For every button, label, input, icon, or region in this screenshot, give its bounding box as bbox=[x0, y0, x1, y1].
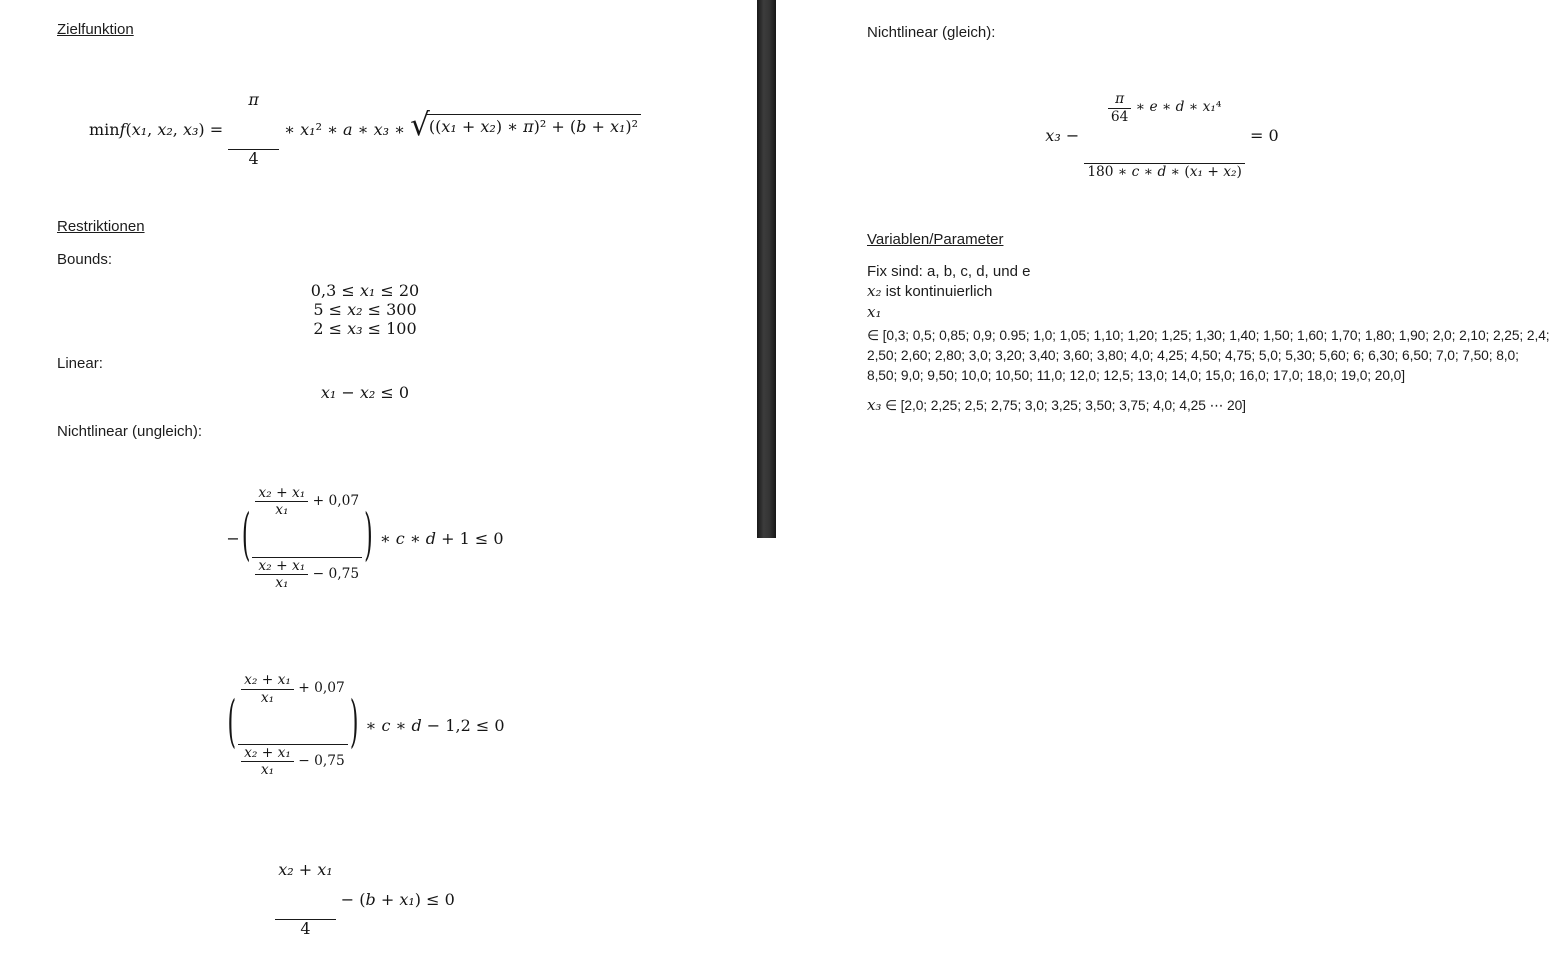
heading-restriktionen: Restriktionen bbox=[57, 217, 145, 235]
x1-domain-line-3: 8,50; 9,0; 9,50; 10,0; 10,50; 11,0; 12,0… bbox=[867, 367, 1405, 383]
x1-variable-line: x₁ bbox=[867, 302, 882, 321]
linear-constraint-formula: x₁ − x₂ ≤ 0 bbox=[0, 383, 730, 402]
bounds-label: Bounds: bbox=[57, 250, 113, 268]
nl2-suffix: ∗ c ∗ d − 1,2 ≤ 0 bbox=[360, 715, 505, 735]
nl2-inner-fraction-top: x₂ + x₁ x₁ bbox=[241, 672, 294, 706]
page-left: Zielfunktion minf(x₁, x₂, x₃) = π 4 ∗ x₁… bbox=[0, 0, 757, 938]
bound-line-x3: 2 ≤ x₃ ≤ 100 bbox=[313, 318, 417, 338]
equality-rhs: = 0 bbox=[1244, 126, 1279, 146]
nl3-fraction: x₂ + x₁ 4 bbox=[275, 823, 336, 977]
nonlinear-equality-formula: x₃ − π 64 ∗ e ∗ d ∗ x₁⁴ 180 ∗ c ∗ d ∗ (x₁… bbox=[867, 53, 1457, 219]
square-root: √ ((x₁ + x₂) ∗ π)² + (b + x₁)² bbox=[410, 110, 642, 145]
bounds-stack: 0,3 ≤ x₁ ≤ 20 5 ≤ x₂ ≤ 300 2 ≤ x₃ ≤ 100 bbox=[311, 281, 419, 338]
nl1-big-denominator: x₂ + x₁ x₁ − 0,75 bbox=[252, 557, 363, 591]
bound-line-x2: 5 ≤ x₂ ≤ 300 bbox=[313, 299, 417, 319]
objective-formula: minf(x₁, x₂, x₃) = π 4 ∗ x₁² ∗ a ∗ x₃ ∗ … bbox=[0, 53, 730, 207]
nl1-inner-fraction-top: x₂ + x₁ x₁ bbox=[255, 485, 309, 518]
nonlinear-inequality-label: Nichtlinear (ungleich): bbox=[57, 422, 203, 440]
fraction-numerator: π bbox=[248, 90, 259, 110]
nl2-inner-fraction-bottom: x₂ + x₁ x₁ bbox=[241, 745, 294, 778]
x2-continuous-line: x₂ ist kontinuierlich bbox=[867, 281, 993, 300]
nl1-inner-fraction-bottom: x₂ + x₁ x₁ bbox=[255, 558, 309, 591]
equality-big-fraction: π 64 ∗ e ∗ d ∗ x₁⁴ 180 ∗ c ∗ d ∗ (x₁ + x₂… bbox=[1084, 53, 1245, 219]
right-paren: ) bbox=[349, 692, 359, 757]
nl1-minus-prefix: − bbox=[226, 528, 240, 548]
left-paren: ( bbox=[227, 692, 237, 757]
bound-line-x1: 0,3 ≤ x₁ ≤ 20 bbox=[310, 280, 420, 300]
nonlinear-inequality-1: − ( x₂ + x₁ x₁ + 0,07 x₂ + x₁ x₁ − 0,75 ) … bbox=[0, 447, 730, 630]
heading-variablen-parameter: Variablen/Parameter bbox=[867, 230, 1004, 248]
objective-middle: ∗ x₁² ∗ a ∗ x₃ ∗ bbox=[279, 120, 411, 140]
bounds-block: 0,3 ≤ x₁ ≤ 20 5 ≤ x₂ ≤ 300 2 ≤ x₃ ≤ 100 bbox=[0, 281, 730, 338]
nl1-big-fraction: x₂ + x₁ x₁ + 0,07 x₂ + x₁ x₁ − 0,75 bbox=[252, 447, 363, 630]
nl1-suffix: ∗ c ∗ d + 1 ≤ 0 bbox=[374, 528, 504, 548]
pi-over-4-fraction: π 4 bbox=[228, 53, 280, 207]
heading-zielfunktion: Zielfunktion bbox=[57, 21, 134, 38]
fix-parameters-line: Fix sind: a, b, c, d, und e bbox=[867, 262, 1031, 280]
x1-domain-line-1: ∈ [0,3; 0,5; 0,85; 0,9; 0.95; 1,0; 1,05;… bbox=[867, 327, 1550, 343]
x3-domain-line: x₃ ∈ [2,0; 2,25; 2,5; 2,75; 3,0; 3,25; 3… bbox=[867, 395, 1246, 414]
left-paren: ( bbox=[241, 505, 251, 570]
equality-lhs: x₃ − bbox=[1045, 126, 1085, 146]
nl2-big-numerator: x₂ + x₁ x₁ + 0,07 bbox=[238, 672, 348, 706]
document-view: Zielfunktion minf(x₁, x₂, x₃) = π 4 ∗ x₁… bbox=[0, 0, 1561, 938]
objective-lhs: minf(x₁, x₂, x₃) = bbox=[88, 120, 229, 140]
nl2-big-denominator: x₂ + x₁ x₁ − 0,75 bbox=[238, 744, 348, 778]
nl2-big-fraction: x₂ + x₁ x₁ + 0,07 x₂ + x₁ x₁ − 0,75 bbox=[238, 634, 348, 817]
x1-domain-list: ∈ [0,3; 0,5; 0,85; 0,9; 0.95; 1,0; 1,05;… bbox=[867, 326, 1550, 386]
equality-numerator: π 64 ∗ e ∗ d ∗ x₁⁴ bbox=[1084, 91, 1245, 125]
page-divider bbox=[757, 0, 776, 538]
x1-domain-line-2: 2,50; 2,60; 2,80; 3,0; 3,20; 3,40; 3,60;… bbox=[867, 347, 1519, 363]
linear-constraint-row: x₁ − x₂ ≤ 0 bbox=[320, 382, 410, 402]
nl1-row: − ( x₂ + x₁ x₁ + 0,07 x₂ + x₁ x₁ − 0,75 ) … bbox=[226, 447, 503, 630]
nonlinear-equality-label: Nichtlinear (gleich): bbox=[867, 24, 996, 41]
nonlinear-inequality-3: x₂ + x₁ 4 − (b + x₁) ≤ 0 bbox=[0, 823, 730, 977]
nonlinear-inequality-2: ( x₂ + x₁ x₁ + 0,07 x₂ + x₁ x₁ − 0,75 ) ∗ … bbox=[0, 634, 730, 817]
nl2-row: ( x₂ + x₁ x₁ + 0,07 x₂ + x₁ x₁ − 0,75 ) ∗ … bbox=[226, 634, 505, 817]
linear-label: Linear: bbox=[57, 354, 103, 372]
objective-formula-row: minf(x₁, x₂, x₃) = π 4 ∗ x₁² ∗ a ∗ x₃ ∗ … bbox=[88, 53, 642, 207]
page-right: Nichtlinear (gleich): x₃ − π 64 ∗ e ∗ d ∗… bbox=[776, 0, 1561, 538]
nl3-row: x₂ + x₁ 4 − (b + x₁) ≤ 0 bbox=[275, 823, 455, 977]
nl3-suffix: − (b + x₁) ≤ 0 bbox=[335, 890, 455, 910]
right-paren: ) bbox=[364, 505, 373, 570]
radicand: ((x₁ + x₂) ∗ π)² + (b + x₁)² bbox=[425, 114, 642, 136]
fraction-denominator: 4 bbox=[228, 148, 280, 169]
equality-denominator: 180 ∗ c ∗ d ∗ (x₁ + x₂) bbox=[1084, 163, 1245, 180]
nl1-big-numerator: x₂ + x₁ x₁ + 0,07 bbox=[252, 485, 362, 518]
radical-sign-icon: √ bbox=[410, 107, 430, 144]
equality-row: x₃ − π 64 ∗ e ∗ d ∗ x₁⁴ 180 ∗ c ∗ d ∗ (x₁… bbox=[1045, 53, 1278, 219]
pi-over-64-fraction: π 64 bbox=[1107, 91, 1132, 125]
